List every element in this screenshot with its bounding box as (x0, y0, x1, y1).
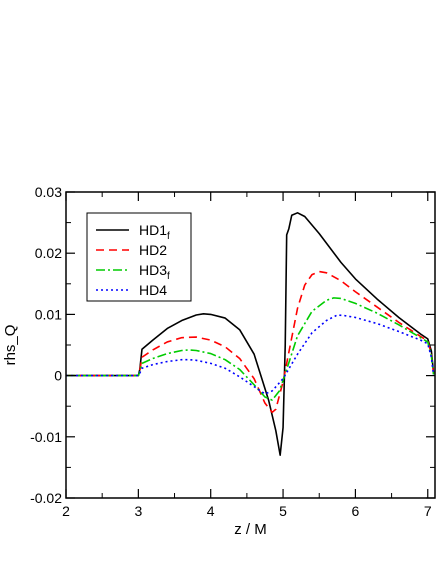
series-layer (66, 212, 435, 456)
x-tick-label: 5 (279, 503, 287, 519)
y-ticks: -0.02 -0.01 0 0.01 0.02 0.03 (30, 184, 435, 506)
legend-label-4: HD4 (139, 282, 167, 298)
y-tick-label: 0 (54, 368, 62, 384)
x-tick-label: 6 (352, 503, 360, 519)
series-line-4 (66, 314, 435, 395)
x-axis-title: z / M (234, 521, 267, 538)
x-ticks: 2 3 4 5 6 7 (62, 192, 432, 519)
series-line-3 (66, 297, 435, 401)
y-axis-title: rhs_Q (2, 325, 19, 366)
y-tick-label: 0.02 (35, 245, 62, 261)
legend-label-3: HD3f (139, 262, 170, 282)
legend-label-1: HD1f (139, 222, 170, 242)
x-tick-label: 3 (134, 503, 142, 519)
legend-label-2: HD2 (139, 242, 167, 258)
series-line-1 (66, 212, 435, 456)
x-tick-label: 2 (62, 503, 70, 519)
y-tick-label: 0.03 (35, 184, 62, 200)
x-tick-label: 4 (207, 503, 215, 519)
x-tick-label: 7 (424, 503, 432, 519)
y-tick-label: 0.01 (35, 306, 62, 322)
series-line-2 (66, 270, 435, 414)
y-tick-label: -0.02 (30, 490, 62, 506)
legend-box (86, 212, 192, 302)
y-tick-label: -0.01 (30, 429, 62, 445)
